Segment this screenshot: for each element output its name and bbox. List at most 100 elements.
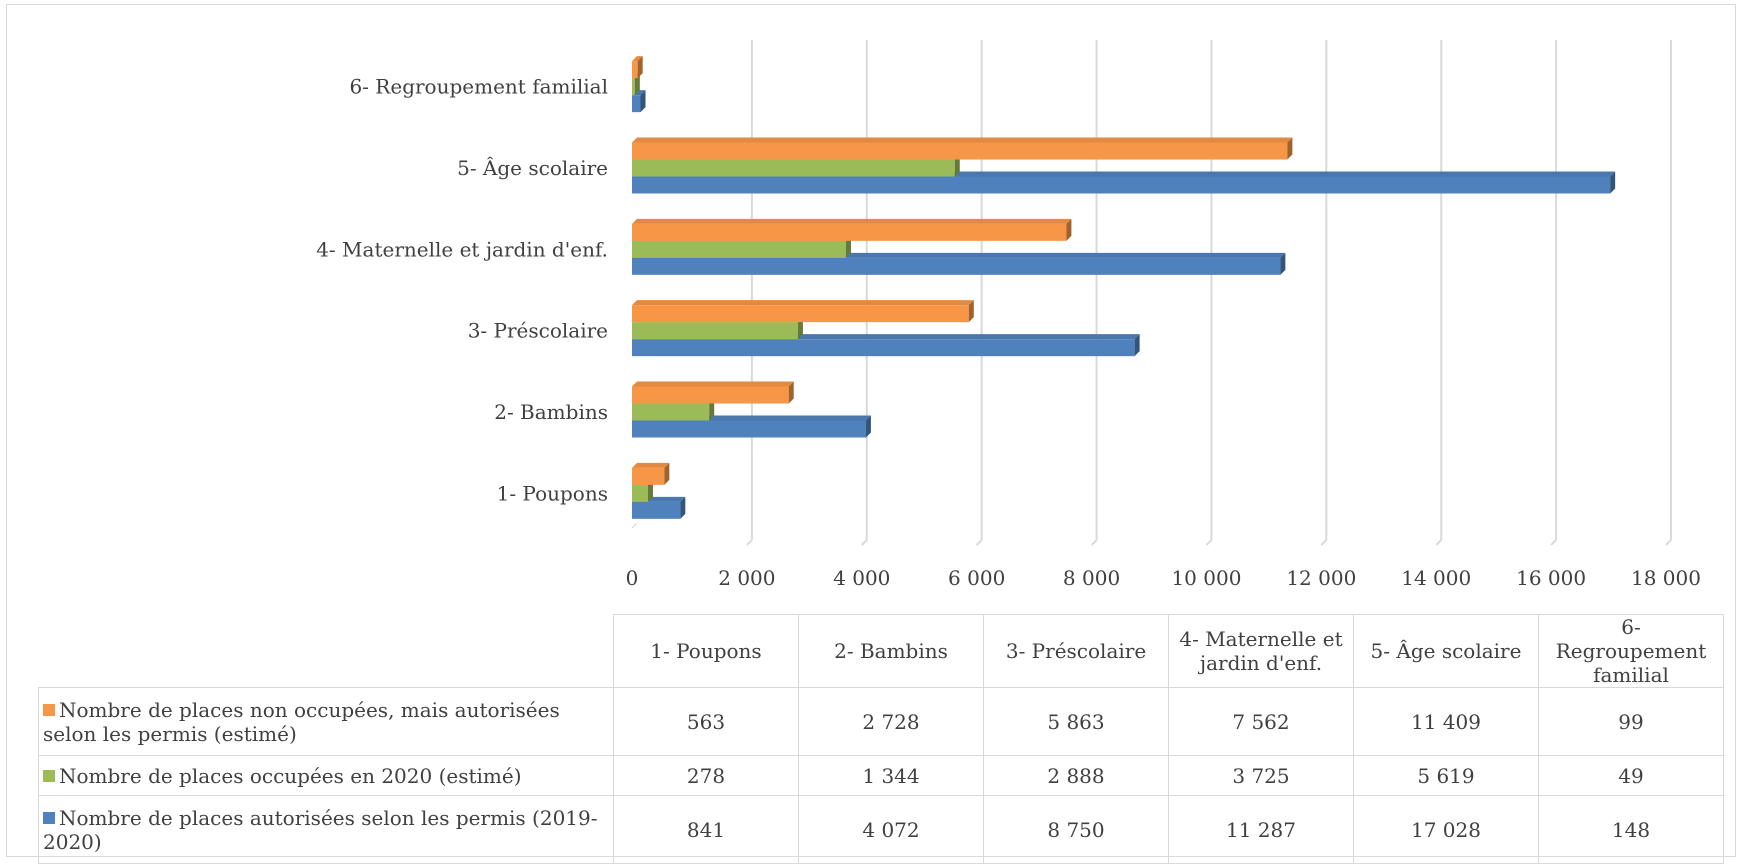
category-label: 4- Maternelle et jardin d'enf. <box>316 237 608 261</box>
bar-front-face <box>632 386 789 404</box>
category-label: 2- Bambins <box>494 400 608 424</box>
bar-side-face <box>1610 171 1616 194</box>
table-header-cell: 2- Bambins <box>798 614 984 688</box>
table-cell: 5 619 <box>1353 755 1539 796</box>
gridline-floor <box>746 539 753 546</box>
table-cell: 841 <box>613 795 799 864</box>
table-cell: 11 287 <box>1168 795 1354 864</box>
bar-side-face <box>1134 334 1140 357</box>
legend-swatch <box>43 703 55 716</box>
legend-swatch <box>43 811 55 824</box>
bar-front-face <box>632 240 846 258</box>
table-cell: 2 728 <box>798 687 984 756</box>
data-table-wrapper: 1- Poupons 2- Bambins 3- Préscolaire 4- Mat… <box>38 614 1724 864</box>
gridline-floor <box>1320 539 1328 546</box>
bar-front-face <box>632 142 1288 160</box>
bar-side-face <box>865 415 871 438</box>
legend-label: Nombre de places non occupées, mais auto… <box>43 697 560 746</box>
x-tick-label: 18 000 <box>1631 566 1701 590</box>
table-cell: 17 028 <box>1353 795 1539 864</box>
bar-side-face <box>664 462 670 485</box>
category-label: 5- Âge scolaire <box>457 156 608 180</box>
table-cell: 99 <box>1538 687 1724 756</box>
bar-front-face <box>632 305 969 323</box>
bar-side-face <box>680 496 686 519</box>
x-tick-label: 10 000 <box>1171 566 1241 590</box>
legend-label: Nombre de places autorisées selon les pe… <box>43 805 598 854</box>
table-cell: 1 344 <box>798 755 984 796</box>
bar <box>632 381 794 404</box>
table-header-cell: 4- Maternelle et jardin d'enf. <box>1168 614 1354 688</box>
x-tick-label: 16 000 <box>1516 566 1586 590</box>
bar-side-face <box>709 398 715 421</box>
table-cell: 49 <box>1538 755 1724 796</box>
bar-front-face <box>632 420 866 438</box>
bar <box>632 496 686 519</box>
bar-front-face <box>632 159 955 177</box>
bar-side-face <box>797 317 803 340</box>
gridline-floor <box>975 539 983 546</box>
bar-top-face <box>632 56 643 62</box>
bar-front-face <box>632 95 641 113</box>
gridline-floor <box>1550 539 1557 546</box>
bar-side-face <box>637 56 643 79</box>
bar-front-face <box>632 501 681 519</box>
gridline-floor <box>1665 539 1672 546</box>
bar-side-face <box>788 381 794 404</box>
table-header-cell: 3- Préscolaire <box>983 614 1169 688</box>
legend-label: Nombre de places occupées en 2020 (estim… <box>59 763 522 788</box>
category-label: 6- Regroupement familial <box>349 75 608 99</box>
bar-top-face <box>632 381 794 387</box>
legend-swatch <box>43 769 55 782</box>
legend-entry: Nombre de places non occupées, mais auto… <box>38 687 614 756</box>
bar-chart: 1- Poupons 2- Bambins 3- Préscolaire 4- Mat… <box>316 40 1701 590</box>
table-cell: 5 863 <box>983 687 1169 756</box>
x-tick-label: 2 000 <box>718 566 775 590</box>
bar-side-face <box>954 154 960 177</box>
legend-entry: Nombre de places autorisées selon les pe… <box>38 795 614 864</box>
bar-front-face <box>632 61 638 79</box>
gridlines <box>631 40 1672 546</box>
gridline-floor <box>1435 539 1442 546</box>
x-tick-label: 0 <box>626 566 639 590</box>
bars <box>632 56 1616 519</box>
bar-side-face <box>1066 218 1072 241</box>
x-tick-label: 6 000 <box>948 566 1005 590</box>
bar-side-face <box>640 90 646 113</box>
table-row: Nombre de places non occupées, mais auto… <box>38 687 1724 756</box>
bar-side-face <box>845 235 851 258</box>
x-tick-labels: 0 2 000 4 000 6 000 8 000 10 000 12 000 14 000 1… <box>626 566 1701 590</box>
table-row: Nombre de places occupées en 2020 (estim… <box>38 755 1724 796</box>
table-cell: 563 <box>613 687 799 756</box>
x-tick-label: 8 000 <box>1063 566 1120 590</box>
bar-top-face <box>632 300 974 306</box>
bar-front-face <box>632 176 1611 194</box>
bar <box>632 137 1293 160</box>
bar-front-face <box>632 257 1281 275</box>
table-cell: 148 <box>1538 795 1724 864</box>
table-row: Nombre de places autorisées selon les pe… <box>38 795 1724 864</box>
legend-entry: Nombre de places occupées en 2020 (estim… <box>38 755 614 796</box>
bar-side-face <box>634 73 640 96</box>
bar <box>632 300 974 323</box>
bar-top-face <box>632 462 670 468</box>
x-tick-label: 4 000 <box>833 566 890 590</box>
bar-side-face <box>1280 252 1286 275</box>
bar-top-face <box>632 137 1293 143</box>
bar-front-face <box>632 339 1135 357</box>
table-cell: 278 <box>613 755 799 796</box>
table-cell: 4 072 <box>798 795 984 864</box>
category-label: 3- Préscolaire <box>468 319 608 343</box>
bar-front-face <box>632 484 648 502</box>
table-cell: 2 888 <box>983 755 1169 796</box>
bar <box>632 462 670 485</box>
bar-side-face <box>968 300 974 323</box>
bar <box>632 218 1072 241</box>
category-labels: 1- Poupons 2- Bambins 3- Préscolaire 4- Mat… <box>316 75 608 506</box>
bar-front-face <box>632 467 665 485</box>
gridline-floor <box>861 539 868 546</box>
table-header-cell: 6- Regroupement familial <box>1538 614 1724 688</box>
table-cell: 11 409 <box>1353 687 1539 756</box>
table-header-row: 1- Poupons 2- Bambins 3- Préscolaire 4- Mat… <box>38 614 1724 688</box>
bar-top-face <box>632 218 1072 224</box>
